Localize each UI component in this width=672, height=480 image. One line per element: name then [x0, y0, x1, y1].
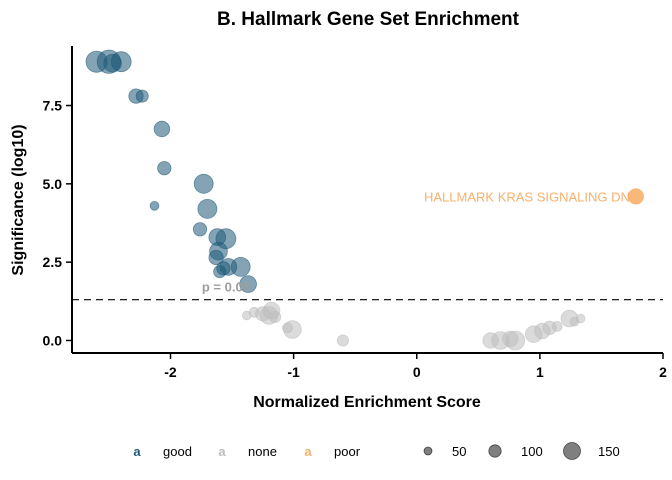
legend-size-label-150: 150	[598, 444, 620, 459]
point-good-20	[239, 275, 257, 293]
point-poor-41	[627, 188, 645, 205]
point-none-26	[269, 310, 282, 323]
legend-key-none: a	[218, 444, 226, 459]
point-good-18	[213, 265, 227, 279]
annotation-layer: HALLMARK KRAS SIGNALING DN	[424, 189, 630, 204]
legend-label-none: none	[248, 444, 277, 459]
point-good-8	[149, 201, 160, 211]
legend-label-good: good	[163, 444, 192, 459]
annotation-label-0: HALLMARK KRAS SIGNALING DN	[424, 189, 630, 204]
point-none-29	[336, 334, 349, 347]
x-ticks: -2 -1 0 1 2	[164, 353, 667, 380]
threshold-layer: p = 0.05	[72, 280, 663, 301]
y-tick-label-3: 7.5	[43, 98, 63, 114]
y-tick-label-1: 2.5	[43, 254, 63, 270]
point-good-10	[197, 198, 218, 219]
legend-size-label-100: 100	[521, 444, 543, 459]
point-good-5	[135, 89, 149, 103]
point-none-37	[551, 320, 563, 332]
point-good-3	[110, 51, 132, 73]
point-good-9	[193, 173, 214, 194]
point-none-28	[283, 320, 302, 339]
threshold-label: p = 0.05	[202, 280, 250, 295]
point-none-33	[505, 330, 526, 351]
point-good-15	[208, 249, 224, 266]
point-good-7	[157, 161, 172, 176]
point-good-6	[153, 120, 171, 138]
x-tick-label-1: -1	[287, 364, 300, 380]
y-tick-label-0: 0.0	[43, 332, 63, 348]
y-ticks: 0.0 2.5 5.0 7.5	[43, 98, 72, 348]
y-tick-label-2: 5.0	[43, 176, 63, 192]
x-tick-label-3: 1	[536, 364, 544, 380]
point-none-40	[575, 313, 586, 324]
legend-size-circle-150	[563, 442, 581, 460]
legend-size-circle-50	[423, 446, 433, 456]
legend-key-poor: a	[304, 444, 312, 459]
legend: a good a none a poor 50 100 150	[133, 442, 620, 460]
point-good-11	[192, 222, 208, 237]
legend-size-circle-100	[488, 444, 502, 458]
legend-label-poor: poor	[334, 444, 361, 459]
chart-title: B. Hallmark Gene Set Enrichment	[217, 9, 520, 30]
x-tick-label-4: 2	[659, 364, 667, 380]
legend-size-label-50: 50	[452, 444, 466, 459]
legend-key-good: a	[133, 444, 141, 459]
x-tick-label-0: -2	[164, 364, 177, 380]
points-layer	[85, 49, 645, 351]
point-good-19	[230, 256, 251, 277]
x-axis-title: Normalized Enrichment Score	[253, 394, 481, 411]
x-tick-label-2: 0	[413, 364, 421, 380]
y-axis-title: Significance (log10)	[10, 124, 27, 275]
